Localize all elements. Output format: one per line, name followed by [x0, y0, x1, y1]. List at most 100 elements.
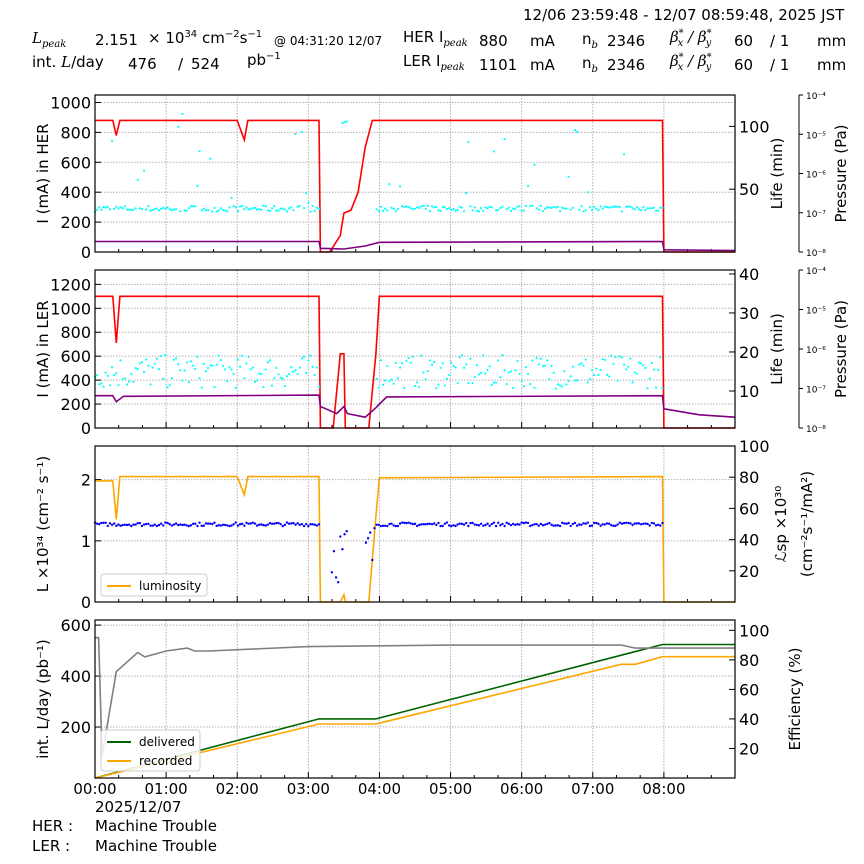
scatter-point [388, 379, 391, 383]
scatter-point [258, 523, 261, 526]
scatter-point [445, 521, 449, 524]
scatter-point [155, 524, 159, 528]
scatter-point [595, 207, 598, 210]
scatter-point [407, 521, 410, 524]
scatter-point [115, 372, 118, 375]
y-right-tick-label: 40 [739, 265, 759, 284]
scatter-point [503, 369, 506, 372]
scatter-point [181, 379, 184, 382]
scatter-point [507, 371, 510, 374]
scatter-point [317, 207, 321, 210]
scatter-point [234, 386, 237, 389]
scatter-point [377, 210, 380, 213]
scatter-point [612, 205, 615, 208]
scatter-point [134, 207, 137, 210]
scatter-point [177, 125, 180, 128]
scatter-point [471, 521, 474, 525]
scatter-point [192, 205, 195, 208]
scatter-point [343, 120, 346, 123]
scatter-point [537, 363, 540, 366]
scatter-point [164, 207, 167, 210]
scatter-point [170, 209, 173, 212]
scatter-point [484, 206, 487, 209]
scatter-point [185, 361, 188, 364]
scatter-point [258, 372, 261, 375]
scatter-point [657, 209, 660, 213]
scatter-point [386, 524, 389, 528]
scatter-point [194, 205, 197, 208]
scatter-point [486, 368, 489, 372]
scatter-point [492, 381, 496, 384]
scatter-point [654, 386, 658, 389]
scatter-point [648, 377, 651, 380]
y-right-tick-label: 50 [739, 180, 759, 199]
scatter-point [200, 386, 203, 389]
scatter-point [599, 368, 602, 372]
y-right-tick-label: 100 [739, 437, 770, 456]
scatter-point [608, 206, 611, 209]
scatter-point [119, 524, 122, 528]
scatter-point [462, 209, 466, 213]
scatter-point [187, 524, 191, 528]
scatter-point [631, 381, 634, 384]
scatter-point [610, 354, 613, 357]
scatter-point [603, 205, 606, 208]
her-nb-label: nb [582, 30, 598, 51]
scatter-point [640, 362, 643, 365]
scatter-point [597, 209, 600, 212]
scatter-point [339, 535, 342, 538]
scatter-point [610, 206, 613, 209]
ler-nb-value: 2346 [607, 56, 646, 74]
scatter-point [285, 375, 289, 378]
scatter-point [522, 209, 525, 212]
scatter-point [422, 523, 425, 526]
y-right-tick-label: 80 [739, 651, 759, 670]
scatter-point [396, 208, 400, 211]
scatter-point [157, 209, 161, 212]
scatter-point [541, 209, 545, 213]
scatter-point [486, 522, 489, 525]
scatter-point [516, 359, 519, 363]
scatter-point [279, 376, 282, 379]
scatter-point [578, 208, 581, 211]
series-line [95, 240, 736, 252]
scatter-point [128, 380, 131, 383]
scatter-point [394, 524, 397, 528]
legend-label: recorded [139, 754, 192, 768]
scatter-point [597, 522, 600, 526]
x-tick-label: 03:00 [287, 780, 330, 798]
scatter-point [196, 524, 199, 528]
scatter-point [202, 524, 205, 527]
pressure-tick-label: 10⁻⁵ [806, 307, 826, 317]
scatter-point [514, 369, 517, 372]
scatter-point [543, 523, 547, 526]
scatter-point [213, 385, 216, 389]
scatter-point [277, 209, 280, 212]
scatter-point [452, 207, 455, 211]
scatter-point [541, 524, 545, 527]
scatter-point [644, 209, 647, 212]
scatter-point [217, 209, 220, 212]
scatter-point [533, 163, 536, 166]
scatter-point [179, 369, 182, 372]
int-lumi-delivered: 476 [128, 55, 157, 73]
y-right-tick-label: 20 [739, 562, 759, 581]
scatter-point [460, 206, 464, 209]
scatter-point [317, 385, 321, 388]
scatter-point [475, 209, 478, 213]
lpeak-unit: × 1034 cm−2s−1 [148, 29, 263, 47]
scatter-point [174, 208, 178, 211]
scatter-point [302, 524, 306, 528]
scatter-point [270, 522, 274, 525]
scatter-point [273, 522, 276, 525]
scatter-point [597, 373, 600, 376]
x-tick-label: 04:00 [358, 780, 401, 798]
scatter-point [550, 364, 553, 367]
scatter-point [650, 206, 653, 210]
scatter-point [159, 522, 163, 525]
scatter-point [341, 121, 344, 125]
scatter-point [473, 375, 476, 379]
scatter-point [104, 206, 107, 209]
y-tick-label: 0 [81, 419, 91, 438]
scatter-point [204, 522, 208, 525]
